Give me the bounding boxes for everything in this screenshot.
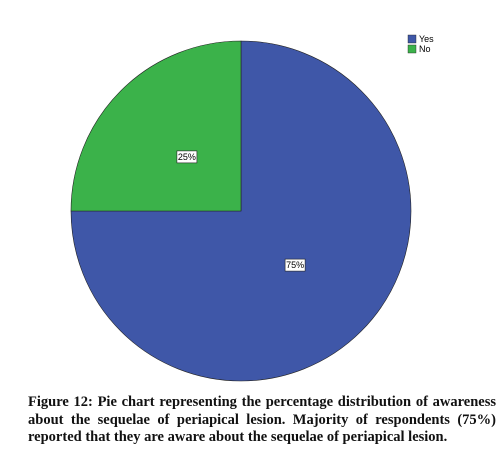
- data-label: 25%: [178, 152, 196, 162]
- data-label: 75%: [286, 260, 304, 270]
- legend-label: Yes: [419, 34, 434, 44]
- pie-slice: [70, 40, 242, 212]
- legend-swatch: [407, 34, 417, 44]
- legend-label: No: [419, 44, 431, 54]
- label-box: [176, 150, 198, 164]
- legend-swatch: [407, 44, 417, 54]
- label-box: [284, 258, 306, 272]
- pie-slice: [70, 40, 412, 382]
- caption: Figure 12: Pie chart representing the pe…: [28, 394, 496, 445]
